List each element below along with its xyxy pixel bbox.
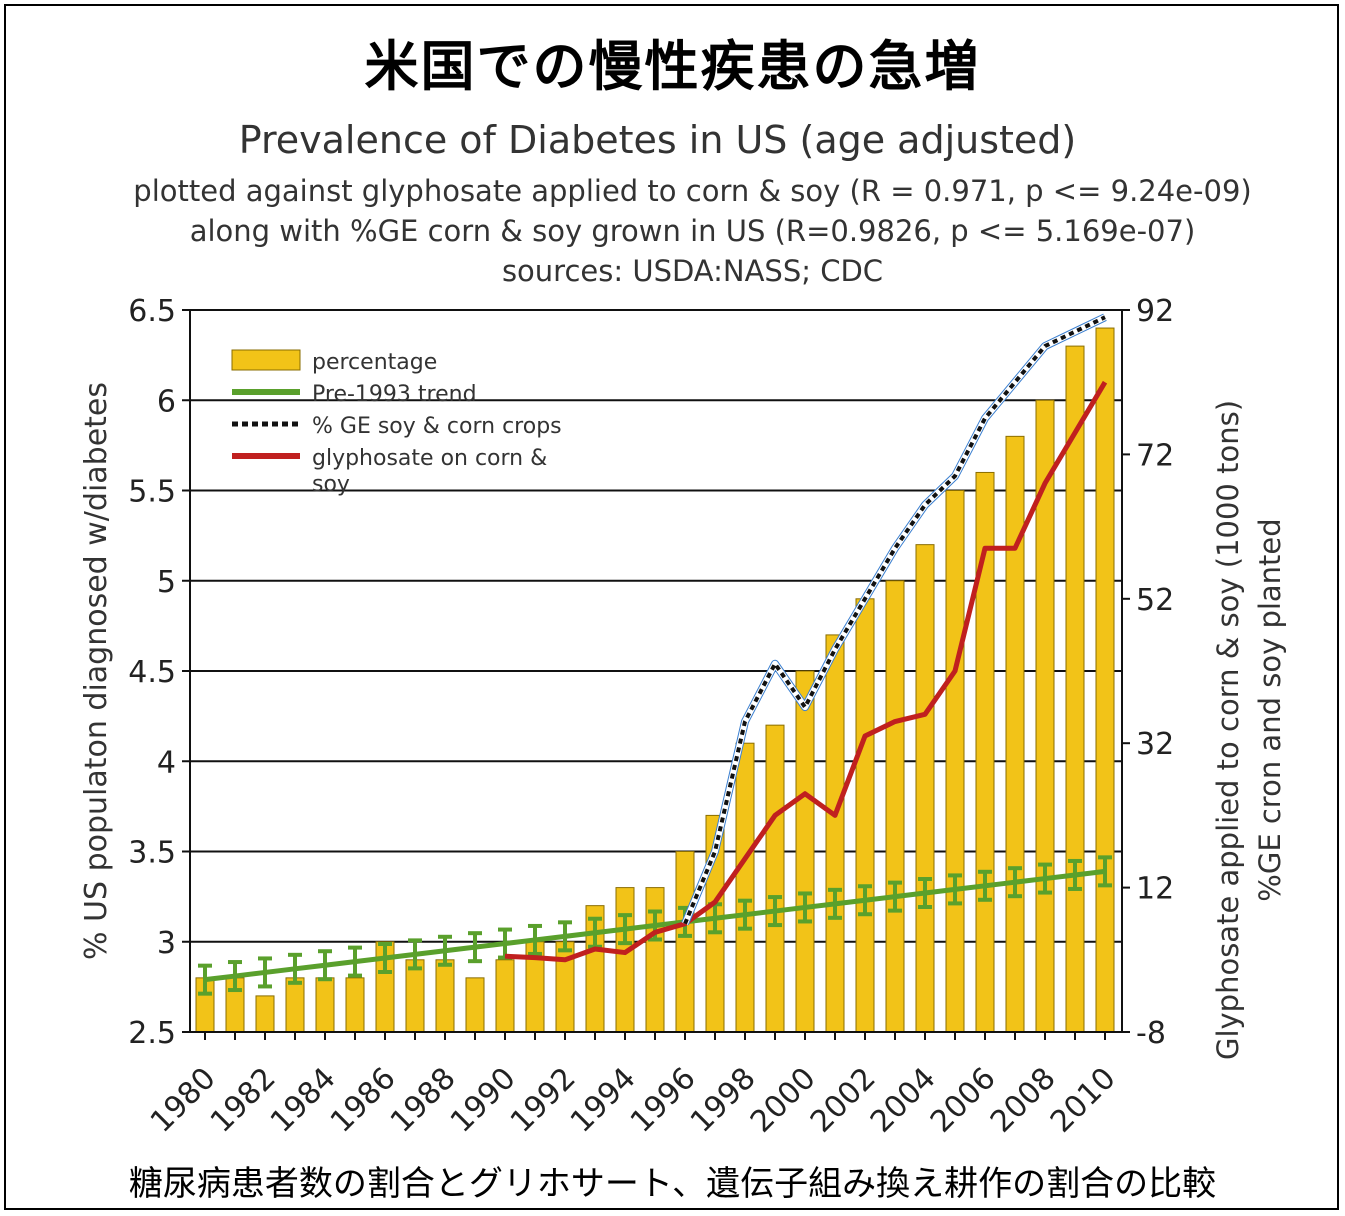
y-tick-label: 3.5	[128, 836, 176, 871]
bar	[615, 887, 635, 1033]
x-tick-label: 2008	[984, 1061, 1063, 1140]
x-tick-label: 1986	[324, 1061, 403, 1140]
bar	[435, 959, 455, 1033]
y2-axis-label-2: %GE cron and soy planted	[1253, 518, 1287, 901]
legend-label-trend: Pre-1993 trend	[312, 382, 477, 407]
y2-tick-label: 92	[1136, 294, 1174, 329]
bar	[495, 959, 515, 1033]
bar	[645, 887, 665, 1033]
chart-subtitle-2: along with %GE corn & soy grown in US (R…	[189, 214, 1196, 248]
bar	[765, 724, 785, 1033]
y2-tick-label: 12	[1136, 872, 1174, 907]
x-tick-label: 2010	[1044, 1061, 1123, 1140]
figure-frame	[4, 4, 1339, 1210]
x-tick-label: 2004	[864, 1061, 943, 1140]
chart-subtitle-1: plotted against glyphosate applied to co…	[133, 174, 1252, 208]
y-tick-label: 6	[157, 384, 176, 419]
x-tick-label: 2002	[804, 1061, 883, 1140]
y-tick-label: 3	[157, 926, 176, 961]
x-tick-label: 1988	[384, 1061, 463, 1140]
y2-tick-label: 72	[1136, 438, 1174, 473]
x-tick-label: 1998	[684, 1061, 763, 1140]
bar	[915, 544, 935, 1033]
x-tick-label: 1984	[264, 1061, 343, 1140]
bar	[465, 977, 485, 1033]
bar	[945, 490, 965, 1033]
glyphosate-line	[504, 380, 1108, 963]
bar	[825, 634, 845, 1033]
y-axis-label: % US populaton diagnosed w/diabetes	[79, 382, 114, 960]
x-tick-label: 1982	[204, 1061, 283, 1140]
bar	[255, 995, 275, 1033]
y-tick-label: 5	[157, 565, 176, 600]
bar	[1095, 327, 1115, 1033]
ge-crops-line	[683, 315, 1106, 925]
x-tick-label: 1992	[504, 1061, 583, 1140]
legend-label-ge: % GE soy & corn crops	[312, 414, 562, 439]
bar	[885, 580, 905, 1033]
y2-tick-label: -8	[1136, 1016, 1166, 1051]
bar	[345, 977, 365, 1033]
y-tick-label: 4.5	[128, 655, 176, 690]
bar	[315, 977, 335, 1033]
legend-label-glyphosate: glyphosate on corn &	[312, 446, 547, 471]
bar	[1065, 345, 1085, 1033]
x-tick-label: 1990	[444, 1061, 523, 1140]
x-tick-label: 1996	[624, 1061, 703, 1140]
legend-swatch-percentage	[231, 349, 301, 371]
x-tick-label: 2006	[924, 1061, 1003, 1140]
bar	[855, 598, 875, 1033]
bar	[405, 959, 425, 1033]
y2-axis-label-1: Glyphosate applied to corn & soy (1000 t…	[1211, 400, 1245, 1060]
japanese-heading: 米国での慢性疾患の急増	[364, 35, 981, 98]
y-tick-label: 2.5	[128, 1016, 176, 1051]
legend-label-percentage: percentage	[312, 350, 437, 375]
y2-tick-label: 52	[1136, 583, 1174, 618]
y2-tick-label: 32	[1136, 727, 1174, 762]
bar	[795, 670, 815, 1033]
legend-label-glyphosate-cont: soy	[312, 472, 350, 497]
bar	[675, 851, 695, 1033]
y-tick-label: 6.5	[128, 294, 176, 329]
bar	[285, 977, 305, 1033]
bar	[1005, 435, 1025, 1033]
y-tick-label: 4	[157, 745, 176, 780]
y-tick-label: 5.5	[128, 475, 176, 510]
chart-sources: sources: USDA:NASS; CDC	[501, 254, 884, 288]
x-tick-label: 1994	[564, 1061, 643, 1140]
bar	[735, 742, 755, 1033]
x-tick-label: 1980	[144, 1061, 223, 1140]
japanese-caption: 糖尿病患者数の割合とグリホサート、遺伝子組み換え耕作の割合の比較	[128, 1164, 1217, 1204]
chart-title: Prevalence of Diabetes in US (age adjust…	[238, 118, 1077, 162]
x-tick-label: 2000	[744, 1061, 823, 1140]
